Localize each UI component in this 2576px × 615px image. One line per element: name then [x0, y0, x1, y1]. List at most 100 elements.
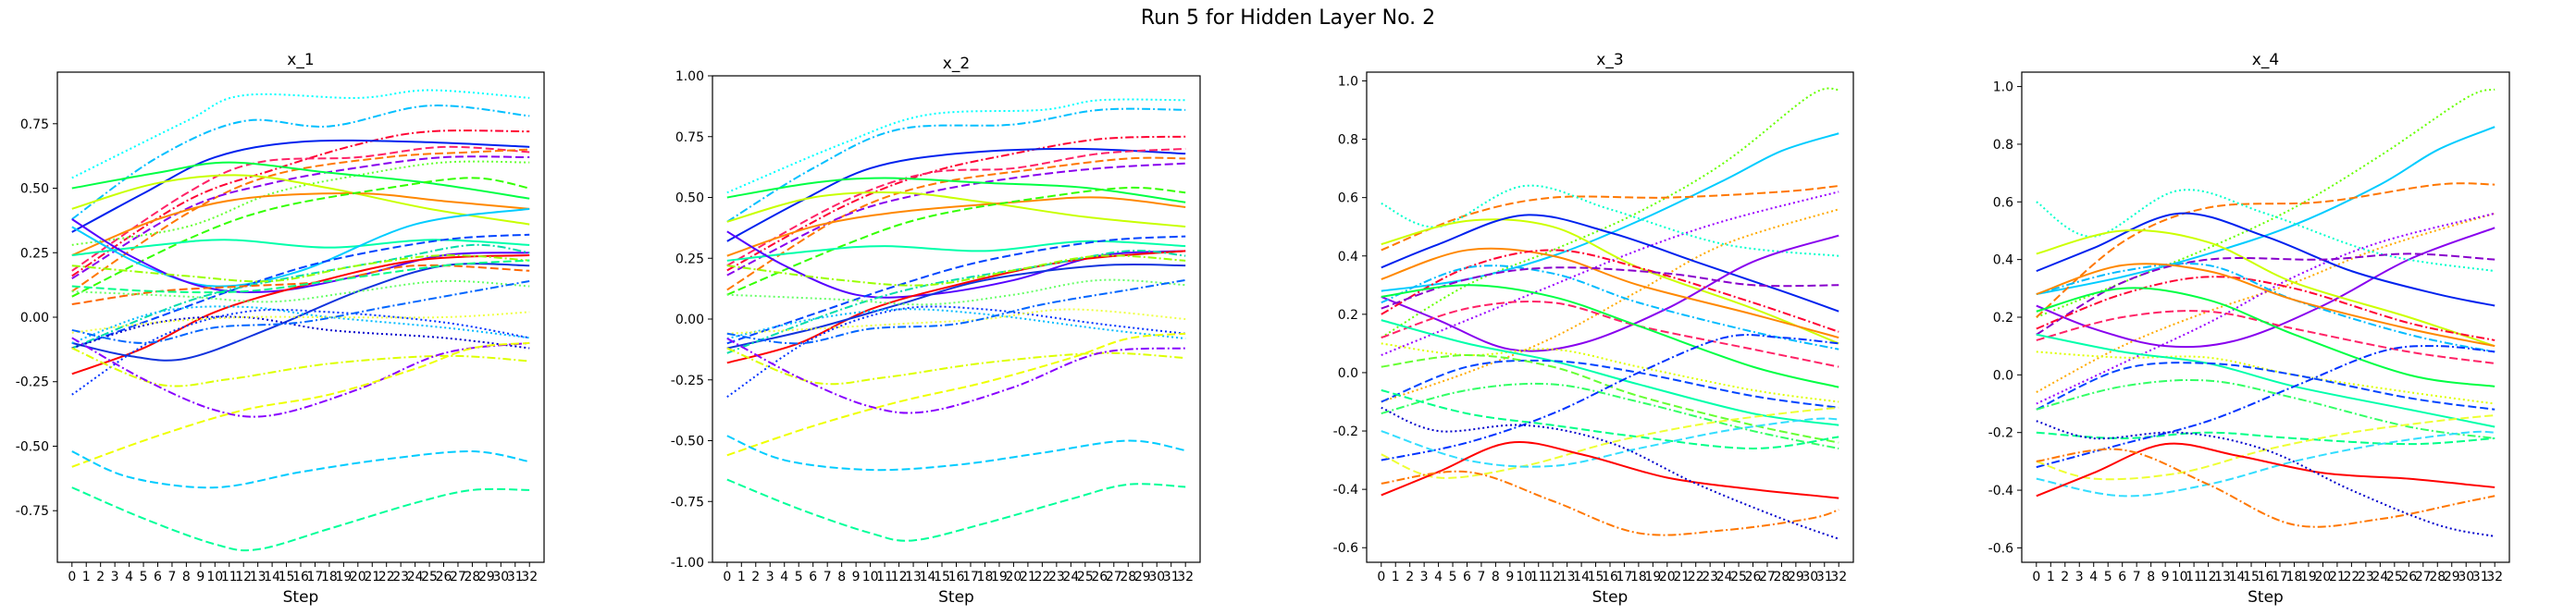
x-tick-label: 14	[264, 570, 280, 584]
x-tick-label: 23	[1048, 570, 1065, 584]
x-tick-label: 29	[1134, 570, 1151, 584]
x-tick-label: 9	[852, 570, 861, 584]
y-tick-label: 1.0	[1993, 80, 2013, 95]
x-tick-label: 31	[1816, 570, 1833, 584]
series-line-28	[71, 347, 530, 387]
x-tick-label: 9	[1505, 570, 1514, 584]
x-tick-label: 12	[2200, 570, 2217, 584]
series-line-11	[726, 186, 1186, 296]
x-tick-label: 12	[891, 570, 908, 584]
series-line-25	[726, 338, 1186, 414]
series-line-32	[71, 450, 530, 489]
y-tick-label: 0.25	[20, 246, 49, 261]
x-tick-label: 20	[2315, 570, 2332, 584]
series-line-9	[1381, 234, 1839, 352]
series-line-10	[726, 196, 1186, 257]
series-line-20	[1381, 382, 1839, 449]
series-line-12	[71, 177, 530, 298]
x-tick-label: 17	[962, 570, 979, 584]
x-tick-label: 30	[1148, 570, 1165, 584]
x-tick-label: 1	[82, 570, 91, 584]
x-tick-label: 24	[1716, 570, 1733, 584]
series-line-10	[71, 174, 530, 226]
x-tick-label: 30	[492, 570, 509, 584]
x-tick-label: 14	[2229, 570, 2246, 584]
series-line-24	[2036, 442, 2496, 498]
x-tick-label: 3	[766, 570, 774, 584]
x-tick-label: 26	[1745, 570, 1762, 584]
subplot-x_1: x_10 1 2 3 4 5 6 7 8 9 101112131415161718192021222…	[16, 51, 545, 607]
series-line-5	[71, 145, 530, 272]
x-tick-label: 4	[2089, 570, 2098, 584]
series-line-23	[71, 279, 530, 303]
series-line-1	[71, 89, 530, 179]
x-tick-label: 16	[292, 570, 309, 584]
series-group	[71, 89, 530, 552]
series-line-21	[726, 305, 1186, 398]
series-line-22	[71, 259, 530, 294]
series-line-18	[2036, 362, 2496, 411]
y-tick-label: 0.2	[1993, 311, 2013, 326]
x-tick-label: 4	[1434, 570, 1443, 584]
series-line-7	[71, 155, 530, 280]
subplot-title: x_3	[1596, 51, 1623, 69]
x-tick-label: 16	[1602, 570, 1618, 584]
x-tick-label: 27	[2415, 570, 2432, 584]
series-group	[726, 98, 1186, 542]
x-tick-label: 24	[2372, 570, 2388, 584]
y-tick-label: -0.4	[1988, 484, 2013, 498]
series-line-20	[71, 253, 530, 283]
series-line-14	[2036, 310, 2496, 364]
series-line-31	[71, 341, 530, 468]
y-tick-label: -0.50	[671, 435, 704, 449]
y-tick-label: -0.2	[1333, 424, 1358, 439]
y-tick-label: -0.2	[1988, 426, 2013, 441]
series-line-3	[2036, 182, 2496, 318]
x-tick-label: 2	[751, 570, 760, 584]
x-tick-label: 19	[991, 570, 1008, 584]
x-tick-label: 20	[350, 570, 366, 584]
y-tick-label: 0.8	[1993, 138, 2013, 153]
y-tick-label: -1.00	[671, 556, 704, 571]
x-tick-label: 2	[1406, 570, 1414, 584]
series-line-23	[726, 347, 1186, 386]
x-tick-label: 15	[279, 570, 295, 584]
series-line-7	[1381, 218, 1839, 345]
y-tick-label: 0.4	[1993, 253, 2013, 268]
x-tick-label: 25	[1077, 570, 1094, 584]
series-line-33	[71, 486, 530, 552]
series-line-3	[1381, 185, 1839, 252]
x-tick-label: 32	[1830, 570, 1847, 584]
series-line-22	[2036, 414, 2496, 481]
series-line-2	[1381, 132, 1839, 292]
x-tick-label: 31	[507, 570, 524, 584]
x-tick-label: 15	[1588, 570, 1604, 584]
y-tick-label: 0.50	[675, 191, 704, 206]
series-line-3	[726, 135, 1186, 272]
axes-frame	[712, 75, 1201, 563]
series-line-23	[2036, 430, 2496, 498]
x-tick-label: 0	[68, 570, 76, 584]
series-line-10	[1381, 247, 1839, 339]
x-tick-label: 26	[2400, 570, 2417, 584]
series-line-12	[2036, 262, 2496, 353]
x-tick-label: 4	[125, 570, 133, 584]
y-tick-label: 0.6	[1993, 195, 2013, 210]
x-tick-label: 31	[1163, 570, 1180, 584]
x-tick-label: 19	[2300, 570, 2317, 584]
series-line-4	[2036, 212, 2496, 393]
x-tick-label: 29	[478, 570, 495, 584]
series-line-19	[726, 278, 1186, 306]
x-tick-label: 11	[221, 570, 238, 584]
series-line-24	[726, 278, 1186, 345]
y-tick-label: 0.0	[1338, 366, 1358, 381]
series-line-14	[726, 235, 1186, 345]
x-tick-label: 3	[1420, 570, 1429, 584]
y-tick-label: -0.75	[671, 495, 704, 510]
x-axis-label: Step	[283, 588, 319, 607]
y-tick-label: 0.75	[675, 130, 704, 145]
series-line-17	[726, 250, 1186, 354]
series-line-18	[71, 254, 530, 375]
x-tick-label: 13	[250, 570, 266, 584]
x-tick-label: 10	[1516, 570, 1532, 584]
